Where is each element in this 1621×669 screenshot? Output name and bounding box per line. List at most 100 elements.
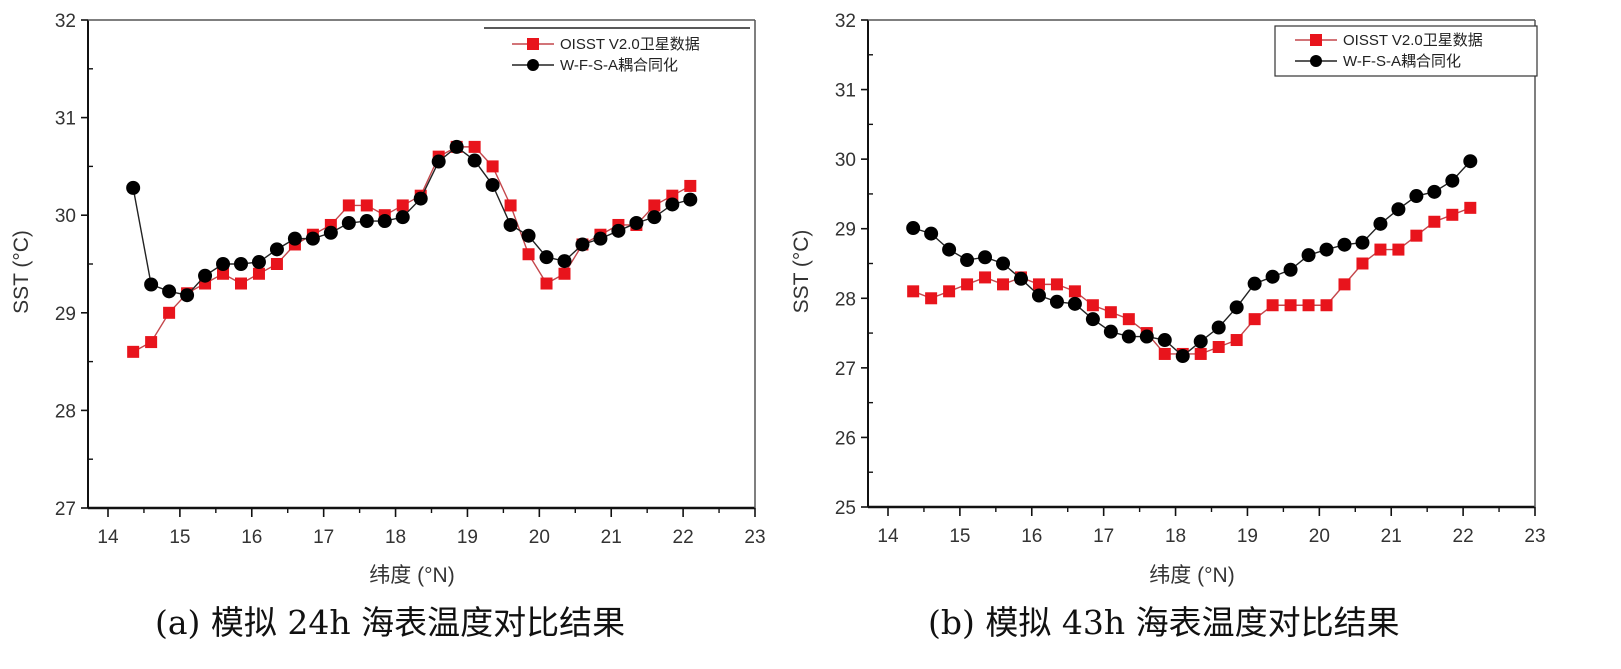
data-point-oisst — [217, 267, 230, 280]
x-tick-label: 21 — [1381, 526, 1402, 547]
data-point-oisst — [486, 160, 499, 173]
data-point-wfsa — [233, 257, 248, 271]
data-point-wfsa — [593, 231, 608, 246]
data-point-oisst — [1320, 299, 1333, 312]
data-point-oisst — [1194, 347, 1207, 360]
data-point-wfsa — [665, 197, 680, 212]
y-tick-label: 29 — [835, 220, 856, 241]
x-tick-label: 16 — [241, 527, 262, 548]
y-tick-label: 31 — [55, 109, 76, 130]
chart-panel-b: 25 26 27 28 29 30 31 32 14 15 16 17 18 19 20 21 22 23 SST … — [790, 11, 1546, 642]
y-tick-label: 28 — [55, 401, 76, 422]
x-tick-label: 20 — [1309, 526, 1330, 547]
data-point-wfsa — [1121, 329, 1136, 344]
data-point-wfsa — [180, 288, 195, 303]
data-point-oisst — [1032, 278, 1045, 291]
figure-caption: (b) 模拟 43h 海表温度对比结果 — [928, 603, 1400, 642]
data-point-oisst — [145, 336, 158, 349]
data-point-oisst — [1050, 278, 1063, 291]
data-point-oisst — [1212, 340, 1225, 353]
data-point-oisst — [1410, 229, 1423, 242]
data-point-wfsa — [1103, 324, 1118, 339]
data-point-wfsa — [305, 231, 320, 246]
data-point-wfsa — [1355, 235, 1370, 250]
y-axis-label: SST (°C) — [10, 230, 33, 314]
data-point-oisst — [396, 199, 409, 212]
x-tick-label: 23 — [744, 527, 765, 548]
data-point-oisst — [1338, 278, 1351, 291]
data-point-oisst — [127, 345, 140, 358]
data-point-oisst — [234, 277, 247, 290]
y-tick-label: 27 — [835, 359, 856, 380]
y-tick-label: 32 — [55, 11, 76, 32]
y-tick-label: 30 — [55, 206, 76, 227]
data-point-oisst — [342, 199, 355, 212]
y-tick-label: 26 — [835, 428, 856, 449]
data-point-oisst — [163, 306, 176, 319]
data-point-oisst — [540, 277, 553, 290]
data-point-wfsa — [960, 253, 975, 268]
data-point-oisst — [1374, 243, 1387, 256]
series-line-wfsa — [912, 160, 1471, 357]
data-point-wfsa — [126, 180, 141, 195]
data-point-oisst — [1428, 215, 1441, 228]
data-point-wfsa — [1139, 329, 1154, 344]
data-point-wfsa — [377, 214, 392, 229]
data-point-wfsa — [1319, 242, 1334, 257]
data-point-wfsa — [251, 255, 266, 270]
data-point-wfsa — [144, 277, 159, 292]
data-point-oisst — [1230, 334, 1243, 347]
y-tick-label: 28 — [835, 289, 856, 310]
series-line-oisst — [912, 207, 1471, 355]
y-tick-label: 31 — [835, 81, 856, 102]
data-point-wfsa — [539, 250, 554, 265]
data-point-wfsa — [924, 226, 939, 241]
legend-marker-square — [1310, 34, 1322, 46]
data-point-wfsa — [1445, 173, 1460, 188]
data-point-wfsa — [1229, 300, 1244, 315]
series-line-oisst — [132, 146, 691, 353]
legend-label: OISST V2.0卫星数据 — [560, 36, 700, 53]
data-point-oisst — [270, 258, 283, 270]
data-point-wfsa — [1373, 216, 1388, 231]
y-tick-label: 29 — [55, 304, 76, 325]
data-point-wfsa — [1175, 349, 1190, 364]
data-point-oisst — [558, 267, 571, 280]
x-tick-label: 22 — [1453, 526, 1474, 547]
data-point-wfsa — [1067, 296, 1082, 311]
x-tick-label: 15 — [169, 527, 190, 548]
x-axis-label: 纬度 (°N) — [1149, 564, 1234, 587]
legend-label: W-F-S-A耦合同化 — [560, 57, 678, 74]
data-point-oisst — [1284, 299, 1297, 312]
data-point-wfsa — [1265, 269, 1280, 284]
data-point-wfsa — [467, 153, 482, 168]
data-point-wfsa — [269, 242, 284, 257]
data-point-wfsa — [431, 154, 446, 169]
data-point-oisst — [1392, 243, 1405, 256]
data-point-wfsa — [629, 216, 644, 231]
x-tick-label: 17 — [1093, 526, 1114, 547]
data-point-wfsa — [611, 223, 626, 238]
data-point-wfsa — [575, 237, 590, 252]
data-point-wfsa — [1013, 271, 1028, 286]
y-tick-label: 30 — [835, 150, 856, 171]
data-point-wfsa — [359, 214, 374, 229]
y-tick-label: 25 — [835, 498, 856, 519]
series-line-wfsa — [132, 145, 691, 297]
x-tick-label: 23 — [1524, 526, 1545, 547]
data-point-wfsa — [413, 191, 428, 206]
data-point-wfsa — [996, 256, 1011, 271]
data-point-wfsa — [521, 228, 536, 243]
data-point-wfsa — [1301, 248, 1316, 263]
data-point-oisst — [979, 271, 992, 284]
data-point-wfsa — [449, 139, 464, 154]
legend-marker-square — [527, 38, 539, 50]
data-point-wfsa — [216, 257, 231, 271]
data-point-wfsa — [1283, 262, 1298, 277]
data-point-oisst — [522, 248, 535, 261]
data-point-wfsa — [1409, 189, 1424, 204]
data-point-oisst — [1122, 313, 1135, 326]
data-point-wfsa — [1391, 202, 1406, 217]
data-point-wfsa — [557, 254, 572, 269]
